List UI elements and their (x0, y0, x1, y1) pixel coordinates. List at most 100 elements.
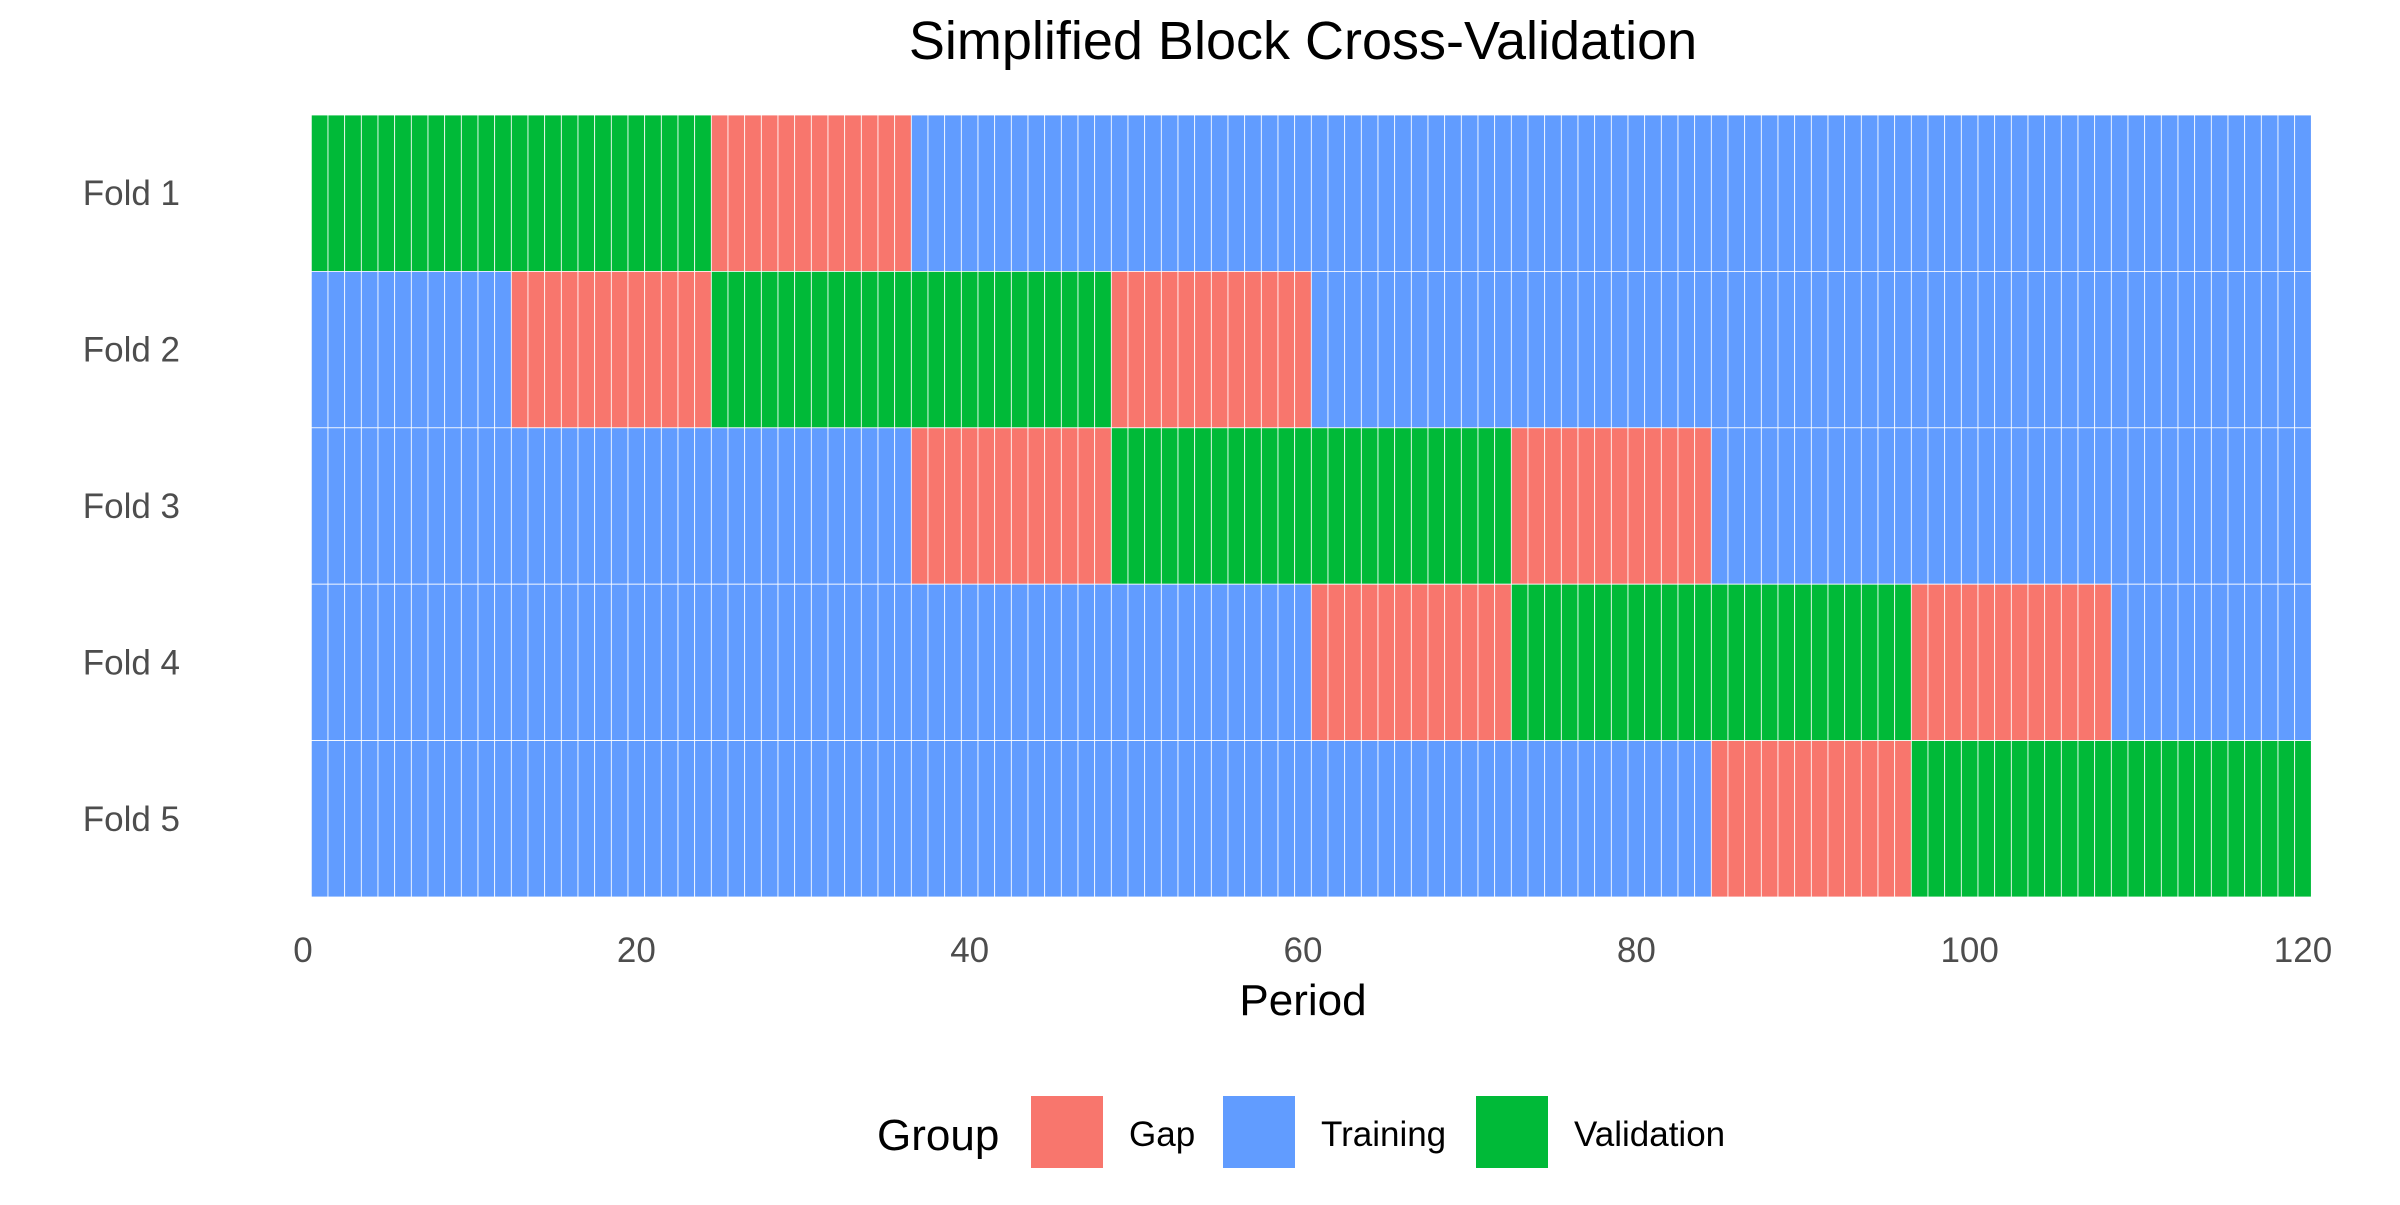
heatmap-cell-training (394, 427, 412, 585)
heatmap-cell-training (377, 270, 396, 429)
heatmap-cell-training (1744, 114, 1762, 272)
heatmap-cell-training (444, 583, 462, 742)
heatmap-cell-training (2060, 270, 2079, 429)
heatmap-cell-training (377, 740, 396, 898)
heatmap-cell-training (2210, 583, 2229, 742)
fold-row (310, 427, 2312, 585)
heatmap-cell-validation (1460, 427, 1479, 585)
heatmap-cell-training (1177, 114, 1196, 272)
heatmap-cell-training (1727, 270, 1746, 429)
heatmap-cell-training (1344, 114, 1362, 272)
heatmap-cell-gap (1777, 740, 1796, 898)
heatmap-cell-validation (1027, 270, 1046, 429)
heatmap-cell-gap (1377, 583, 1396, 742)
heatmap-cell-training (1327, 114, 1346, 272)
heatmap-cell-training (560, 740, 579, 898)
x-tick-label: 120 (2274, 931, 2332, 970)
heatmap-cell-training (744, 427, 762, 585)
heatmap-cell-training (794, 427, 812, 585)
heatmap-cell-validation (877, 270, 896, 429)
heatmap-cell-validation (2010, 740, 2029, 898)
heatmap-cell-training (577, 427, 596, 585)
heatmap-cell-gap (1744, 740, 1762, 898)
heatmap-cell-training (2110, 114, 2129, 272)
fold-row (310, 114, 2312, 272)
heatmap-cell-validation (727, 270, 746, 429)
heatmap-cell-training (427, 270, 446, 429)
heatmap-cell-training (1660, 740, 1679, 898)
heatmap-cell-training (1760, 270, 1779, 429)
x-tick-label: 100 (1940, 931, 1998, 970)
heatmap-cell-training (1077, 740, 1096, 898)
heatmap-cell-gap (1110, 270, 1129, 429)
heatmap-cell-gap (1160, 270, 1179, 429)
heatmap-cell-validation (1560, 583, 1579, 742)
heatmap-cell-training (827, 740, 846, 898)
heatmap-cell-training (1544, 740, 1562, 898)
heatmap-cell-training (1627, 114, 1646, 272)
heatmap-cell-training (860, 740, 879, 898)
heatmap-cell-training (1794, 114, 1812, 272)
heatmap-cell-gap (910, 427, 929, 585)
heatmap-cell-training (594, 583, 612, 742)
heatmap-cell-training (444, 740, 462, 898)
heatmap-cell-validation (710, 270, 729, 429)
heatmap-cell-training (360, 427, 379, 585)
heatmap-cell-training (777, 427, 796, 585)
heatmap-cell-training (1844, 114, 1862, 272)
heatmap-cell-training (1744, 270, 1762, 429)
heatmap-cell-training (460, 583, 479, 742)
heatmap-cell-training (1994, 427, 2012, 585)
x-tick-label: 80 (1617, 931, 1656, 970)
heatmap-cell-validation (927, 270, 946, 429)
heatmap-cell-training (327, 740, 346, 898)
heatmap-cell-training (1844, 270, 1862, 429)
heatmap-cell-training (1827, 114, 1846, 272)
heatmap-cell-training (427, 740, 446, 898)
heatmap-cell-validation (1644, 583, 1662, 742)
heatmap-cell-training (1394, 740, 1412, 898)
heatmap-cell-training (1594, 740, 1612, 898)
heatmap-cell-training (410, 583, 429, 742)
heatmap-cell-training (1244, 114, 1262, 272)
heatmap-cell-training (1360, 270, 1379, 429)
heatmap-cell-training (1710, 427, 1729, 585)
heatmap-cell-training (1127, 583, 1146, 742)
heatmap-cell-training (1477, 740, 1496, 898)
heatmap-cell-training (827, 427, 846, 585)
heatmap-cell-validation (1577, 583, 1596, 742)
heatmap-cell-training (594, 427, 612, 585)
heatmap-cell-validation (910, 270, 929, 429)
heatmap-cell-training (1710, 114, 1729, 272)
heatmap-cell-training (2227, 270, 2246, 429)
heatmap-cell-training (1110, 740, 1129, 898)
heatmap-cell-validation (1727, 583, 1746, 742)
heatmap-cell-validation (2110, 740, 2129, 898)
heatmap-cell-training (1160, 583, 1179, 742)
heatmap-cell-training (860, 427, 879, 585)
heatmap-cell-training (1194, 114, 1212, 272)
heatmap-cell-training (2077, 270, 2096, 429)
heatmap-cell-training (1177, 583, 1196, 742)
heatmap-cell-training (360, 740, 379, 898)
heatmap-cell-gap (660, 270, 679, 429)
heatmap-cell-training (1610, 270, 1629, 429)
heatmap-cell-gap (1627, 427, 1646, 585)
heatmap-cell-validation (960, 270, 979, 429)
heatmap-cell-gap (844, 114, 862, 272)
heatmap-cell-training (2277, 583, 2296, 742)
heatmap-cell-gap (1960, 583, 1979, 742)
heatmap-cell-gap (694, 270, 712, 429)
heatmap-cell-training (794, 740, 812, 898)
heatmap-cell-training (2244, 427, 2262, 585)
heatmap-cell-training (877, 740, 896, 898)
heatmap-cell-training (1877, 427, 1896, 585)
heatmap-cell-training (1310, 270, 1329, 429)
heatmap-cell-training (1560, 740, 1579, 898)
heatmap-cell-training (694, 740, 712, 898)
heatmap-cell-validation (1377, 427, 1396, 585)
heatmap-cell-training (1460, 270, 1479, 429)
heatmap-cell-training (1210, 740, 1229, 898)
heatmap-cell-training (1577, 114, 1596, 272)
heatmap-cell-gap (2027, 583, 2046, 742)
